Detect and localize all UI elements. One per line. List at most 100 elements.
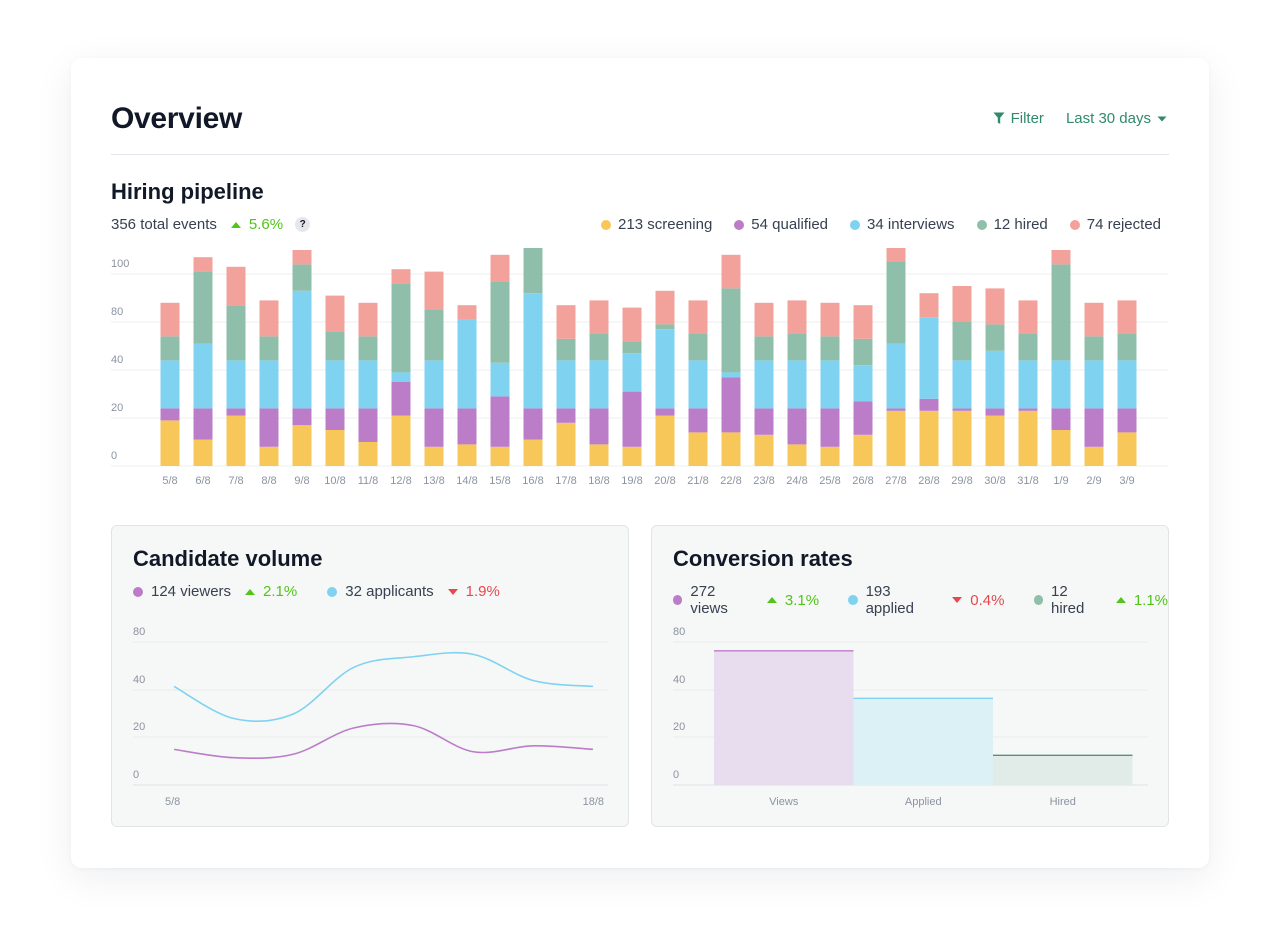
bar-rejected xyxy=(424,271,444,310)
applied-change: 0.4% xyxy=(970,591,1005,609)
x-tick-label: 26/8 xyxy=(852,475,873,487)
bar-qualified xyxy=(985,408,1005,416)
filter-button[interactable]: Filter xyxy=(993,110,1044,127)
bar-hired xyxy=(259,336,279,361)
bar-qualified xyxy=(688,408,708,433)
bar-interviews xyxy=(820,360,840,409)
bar-hired xyxy=(853,338,873,366)
x-tick-label: 28/8 xyxy=(918,475,939,487)
y-tick-label: 20 xyxy=(133,721,145,733)
rejected-dot-icon xyxy=(1069,219,1080,230)
applied-label: 193 applied xyxy=(865,583,914,617)
legend-screening: 213 screening xyxy=(601,216,712,233)
overview-card: Overview Filter Last 30 days Hiring pipe… xyxy=(71,58,1209,868)
bar-rejected xyxy=(556,305,576,339)
qualified-dot-icon xyxy=(734,219,745,230)
bar-qualified xyxy=(754,408,774,435)
candidate-volume-title: Candidate volume xyxy=(133,546,323,571)
bar-rejected xyxy=(1051,250,1071,265)
bar-interviews xyxy=(424,360,444,409)
x-tick-label: 5/8 xyxy=(165,796,180,808)
x-tick-label: Applied xyxy=(905,796,942,808)
bar-hired xyxy=(1117,334,1137,361)
bar-screening xyxy=(556,422,576,466)
pipeline-summary: 356 total events 5.6% ? xyxy=(111,216,311,233)
pipeline-legend: 213 screening 54 qualified 34 interviews… xyxy=(601,216,1161,233)
bar-screening xyxy=(325,430,345,466)
bar-hired xyxy=(325,331,345,361)
bar-qualified xyxy=(259,408,279,447)
bar-hired xyxy=(160,336,180,361)
bar-qualified xyxy=(160,408,180,421)
views-dot-icon xyxy=(673,595,683,605)
x-tick-label: 18/8 xyxy=(583,796,604,808)
y-tick-label: 40 xyxy=(673,674,685,686)
help-icon[interactable]: ? xyxy=(295,217,311,232)
x-tick-label: 13/8 xyxy=(423,475,444,487)
bar-interviews xyxy=(1117,360,1137,409)
chevron-down-icon xyxy=(1157,116,1167,121)
legend-hired: 12 hired xyxy=(976,216,1048,233)
bar-screening xyxy=(424,446,444,466)
x-tick-label: 25/8 xyxy=(819,475,840,487)
bar-rejected xyxy=(490,254,510,282)
bar-rejected xyxy=(688,300,708,334)
bar-rejected xyxy=(325,295,345,332)
conversion-rates-panel: Conversion rates 272 views 3.1% 193 appl… xyxy=(651,525,1169,827)
bar-screening xyxy=(259,446,279,466)
bar-screening xyxy=(787,444,807,466)
bar-rejected xyxy=(259,300,279,337)
legend-qualified: 54 qualified xyxy=(734,216,828,233)
bar-screening xyxy=(193,439,213,466)
x-tick-label: 10/8 xyxy=(324,475,345,487)
bar-screening xyxy=(1084,446,1104,466)
legend-qualified-label: 54 qualified xyxy=(751,216,829,233)
x-tick-label: 20/8 xyxy=(654,475,675,487)
bar-qualified xyxy=(391,382,411,416)
bar-hired xyxy=(985,324,1005,351)
bar-hired xyxy=(490,281,510,363)
bar-rejected xyxy=(226,266,246,306)
bar-interviews xyxy=(358,360,378,409)
bar-screening xyxy=(490,446,510,466)
bar-screening xyxy=(292,425,312,466)
bar-qualified xyxy=(655,408,675,416)
screening-dot-icon xyxy=(601,219,612,230)
bar-screening xyxy=(457,444,477,466)
date-range-dropdown[interactable]: Last 30 days xyxy=(1066,110,1167,127)
bar-interviews xyxy=(226,360,246,409)
bar-screening xyxy=(622,446,642,466)
hiring-pipeline-chart: 0 20 40 80 100 5/8 6/8 7/8 8/8 9/8 10/8 11/8 12/8 13/… xyxy=(111,248,1168,487)
bar-qualified xyxy=(556,408,576,423)
x-tick-label: 12/8 xyxy=(390,475,411,487)
x-tick-label: 19/8 xyxy=(621,475,642,487)
x-tick-label: 8/8 xyxy=(261,475,276,487)
legend-rejected-label: 74 rejected xyxy=(1086,216,1161,233)
bar-hired xyxy=(358,336,378,361)
bar-hired xyxy=(424,310,444,361)
bar-hired xyxy=(688,334,708,361)
bar-qualified xyxy=(193,408,213,440)
bar-rejected xyxy=(193,257,213,272)
bar-screening xyxy=(754,434,774,466)
bar-hired xyxy=(1018,334,1038,361)
bar-interviews xyxy=(391,372,411,382)
bar-screening xyxy=(358,442,378,466)
filter-label: Filter xyxy=(1010,110,1044,127)
bar-screening xyxy=(985,415,1005,466)
x-tick-label: 6/8 xyxy=(195,475,210,487)
bar-qualified xyxy=(886,408,906,411)
bar-screening xyxy=(226,415,246,466)
bar-interviews xyxy=(919,317,939,399)
y-tick-label: 20 xyxy=(111,402,123,414)
viewers-change: 2.1% xyxy=(263,583,298,600)
bar-interviews xyxy=(325,360,345,409)
bar-views xyxy=(714,650,854,785)
bar-rejected xyxy=(886,248,906,262)
total-events: 356 total events xyxy=(111,216,217,233)
y-tick-label: 100 xyxy=(111,258,129,270)
bar-qualified xyxy=(721,377,741,433)
bar-qualified xyxy=(820,408,840,447)
x-tick-label: 1/9 xyxy=(1053,475,1068,487)
bar-interviews xyxy=(490,362,510,397)
